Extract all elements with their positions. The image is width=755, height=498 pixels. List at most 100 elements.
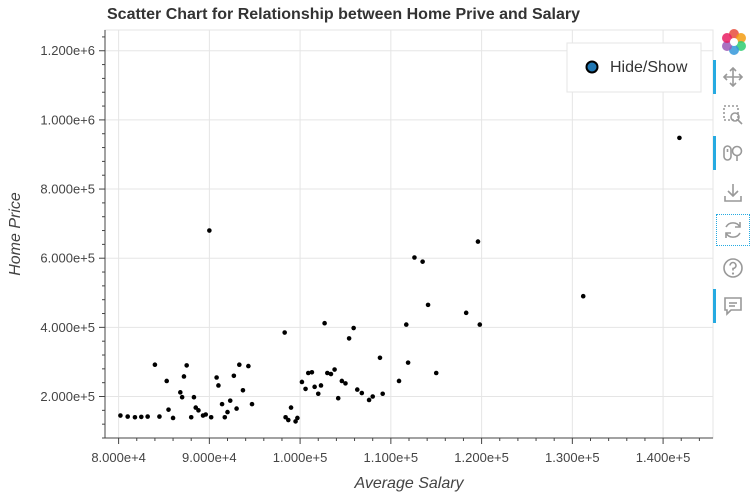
data-point: [219, 401, 225, 407]
data-point: [305, 370, 311, 376]
reset-tool[interactable]: [715, 213, 751, 247]
y-tick-label: 1.200e+6: [40, 43, 95, 58]
data-point: [164, 378, 170, 384]
wheel-zoom-icon: [723, 145, 743, 161]
box-zoom-icon: [723, 105, 743, 125]
active-indicator: [713, 289, 716, 323]
y-tick-label: 2.000e+5: [40, 389, 95, 404]
x-tick-label: 1.000e+5: [273, 450, 328, 465]
help-tool[interactable]: [715, 251, 751, 285]
data-point: [433, 370, 439, 376]
data-point: [359, 390, 365, 396]
data-point: [325, 370, 330, 376]
x-tick-label: 9.000e+4: [182, 450, 237, 465]
data-point: [335, 395, 341, 401]
data-point: [295, 415, 300, 421]
hover-icon: [724, 297, 742, 316]
data-point: [231, 373, 237, 379]
reset-icon: [725, 222, 741, 238]
data-point: [339, 378, 345, 384]
data-point: [214, 375, 219, 380]
y-tick-label: 4.000e+5: [40, 320, 95, 335]
data-point: [222, 414, 228, 420]
x-tick-label: 1.100e+5: [364, 450, 419, 465]
data-point: [420, 259, 425, 264]
data-point: [225, 409, 230, 415]
data-point: [181, 374, 187, 379]
y-tick-label: 8.000e+5: [40, 182, 95, 197]
data-point: [332, 367, 337, 372]
pan-tool[interactable]: [713, 60, 751, 94]
data-point: [152, 362, 158, 367]
data-point: [227, 398, 233, 403]
data-point: [282, 330, 287, 335]
data-point: [405, 360, 411, 365]
wheel-zoom-tool[interactable]: [713, 136, 751, 170]
data-point: [343, 381, 348, 386]
data-point: [463, 310, 469, 316]
data-point: [580, 293, 586, 299]
data-point: [249, 401, 255, 407]
active-indicator: [713, 60, 716, 94]
data-point: [403, 322, 409, 327]
x-tick-label: 1.200e+5: [454, 450, 509, 465]
data-point: [191, 394, 197, 400]
pan-icon: [722, 66, 744, 88]
data-point: [240, 387, 246, 393]
data-point: [293, 419, 298, 424]
y-axis-label: Home Price: [7, 192, 24, 276]
data-point: [312, 384, 317, 390]
y-tick-label: 6.000e+5: [40, 251, 95, 266]
data-point: [170, 415, 176, 421]
data-point: [216, 383, 221, 388]
x-tick-label: 1.400e+5: [636, 450, 691, 465]
y-tick-label: 1.000e+6: [40, 112, 95, 127]
hover-tool[interactable]: [713, 289, 751, 323]
data-point: [366, 397, 372, 403]
data-point: [328, 371, 334, 377]
legend-label[interactable]: Hide/Show: [610, 59, 688, 76]
data-point: [207, 228, 212, 233]
save-tool[interactable]: [715, 176, 751, 210]
data-point: [303, 386, 308, 392]
data-point: [477, 322, 483, 327]
data-point: [184, 363, 189, 368]
data-points: [118, 135, 682, 424]
data-point: [179, 394, 185, 400]
data-point: [237, 362, 242, 367]
data-point: [288, 405, 294, 410]
data-point: [677, 135, 682, 141]
data-point: [346, 336, 352, 341]
chart-title: Scatter Chart for Relationship between H…: [107, 6, 580, 23]
data-point: [380, 391, 385, 397]
data-point: [145, 414, 150, 419]
axes: 8.000e+4 9.000e+4 1.000e+5 1.100e+5 1.200e+5…: [40, 30, 713, 465]
data-point: [203, 412, 209, 417]
help-icon: [723, 258, 743, 278]
data-point: [138, 414, 144, 420]
bokeh-logo-icon[interactable]: [715, 24, 751, 58]
data-point: [425, 302, 431, 308]
data-point: [370, 394, 376, 399]
legend[interactable]: Hide/Show: [566, 42, 702, 93]
data-point: [132, 414, 138, 420]
x-tick-label: 1.300e+5: [545, 450, 600, 465]
data-point: [309, 370, 315, 375]
box-zoom-tool[interactable]: [715, 98, 751, 132]
save-icon: [724, 184, 742, 202]
data-point: [315, 391, 321, 397]
data-point: [299, 379, 305, 385]
data-point: [412, 255, 417, 260]
data-point: [354, 387, 360, 392]
data-point: [475, 239, 481, 244]
data-point: [246, 363, 251, 369]
data-point: [188, 414, 194, 420]
data-point: [318, 383, 324, 388]
data-point: [166, 407, 171, 412]
data-point: [234, 406, 239, 411]
data-point: [351, 325, 356, 331]
data-point: [208, 414, 214, 420]
active-indicator: [713, 136, 716, 170]
legend-marker[interactable]: [585, 60, 599, 74]
data-point: [157, 414, 162, 419]
